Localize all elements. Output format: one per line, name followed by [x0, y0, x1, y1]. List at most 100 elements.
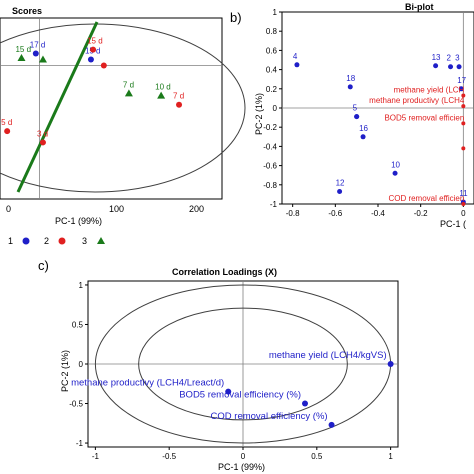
panel-a-point-s2-3	[39, 139, 46, 146]
panel-a-point-label-s3-2: 7 d	[123, 80, 134, 89]
panel-a-xtick-2: 200	[189, 204, 204, 214]
panel-c-xlabel: PC-1 (99%)	[218, 462, 265, 472]
panel-a-xtick-0: 0	[6, 204, 11, 214]
panel-c-ytick-label-0: 1	[79, 281, 84, 290]
panel-b-ytick-label-1: 0.8	[266, 27, 278, 36]
panel-c-loading-point-2	[302, 400, 308, 407]
panel-b-ytick-label-7: -0.4	[263, 142, 277, 151]
panel-b-ytick-label-5: 0	[273, 104, 278, 113]
legend-label-1: 1	[8, 236, 13, 246]
legend-marker-2	[58, 237, 66, 245]
panel-b-score-label-0: 4	[293, 52, 298, 61]
panel-c-xtick-label-3: 0.5	[311, 452, 323, 461]
panel-a-point-s2-1	[176, 101, 183, 108]
panel-c-ytick-label-1: 0.5	[72, 320, 84, 329]
panel-b-ticks: 1 0.8 0.6 0.4 0.2 0 -0.2 -0.4 -0.6 -0.8 -1 -0.8 -0.6…	[263, 8, 466, 218]
panel-c-xtick-label-2: 0	[241, 452, 246, 461]
panel-a-point-s3-0	[17, 53, 26, 61]
panel-b-score-label-9: 10	[391, 160, 400, 169]
panel-a-point-s2-4	[100, 62, 107, 69]
panel-b-xlabel: PC-1 (	[440, 219, 466, 229]
panel-c-plot-area: methane yield (LCH4/kgVS) methane product…	[71, 281, 398, 447]
panel-c-correlation-circle-1	[138, 307, 348, 421]
panel-b-score-point-9	[392, 170, 398, 176]
panel-a-legend: 1 2 3	[8, 236, 105, 246]
panel-c-loading-point-1	[225, 388, 232, 395]
legend-label-2: 2	[44, 236, 49, 246]
panel-a-point-label-s2-2: 5 d	[1, 118, 12, 127]
panel-a: Scores 17 d15 d15 d7 d5 d3 d15 d7 d 10 d …	[0, 6, 246, 246]
panel-b-xtick-label-0: -0.8	[286, 209, 300, 218]
panel-b-loading-label-2: BOD5 removal efficien	[384, 113, 464, 122]
panel-a-point-label-s2-3: 3 d	[37, 129, 48, 138]
panel-b-plot-area: 4 18 5 16 13 2 3 17 10 12 11 methane yield (LCHmeth…	[282, 12, 474, 206]
panel-c-loading-label-1: methane productivy (LCH4/Lreact/d)	[71, 378, 224, 389]
panel-b-loading-point-1	[461, 104, 466, 109]
panel-a-xlabel: PC-1 (99%)	[55, 216, 102, 226]
panel-b-score-label-11: 11	[459, 189, 468, 198]
panel-c-xtick-label-1: -0.5	[162, 452, 176, 461]
panel-a-point-s2-0	[90, 46, 97, 53]
panel-b-ytick-label-8: -0.6	[263, 162, 277, 171]
panel-b-score-label-4: 16	[359, 124, 368, 133]
panel-b-ytick-label-3: 0.4	[266, 66, 278, 75]
legend-label-3: 3	[82, 236, 87, 246]
panel-c-xtick-label-0: -1	[92, 452, 100, 461]
panel-a-plot-frame	[0, 17, 223, 200]
panel-b-xtick-label-1: -0.6	[328, 209, 342, 218]
panel-b-score-label-8: 17	[457, 76, 466, 85]
panel-c-loading-label-3: COD removal efficiency (%)	[211, 411, 328, 422]
panel-a-point-label-s1-0: 17 d	[30, 40, 46, 49]
panel-c-ytick-label-2: 0	[79, 360, 84, 369]
panel-b-score-label-6: 2	[447, 54, 452, 63]
panel-b-ytick-label-4: 0.2	[266, 85, 278, 94]
panel-c-loading-point-3	[328, 421, 335, 428]
panel-b-ytick-label-10: -1	[270, 200, 278, 209]
panel-b-xtick-label-3: -0.2	[414, 209, 428, 218]
panel-c-loading-label-0: methane yield (LCH4/kgVS)	[269, 350, 387, 361]
panel-b-ytick-label-6: -0.2	[263, 123, 277, 132]
panel-c-ytick-label-3: -0.5	[69, 400, 83, 409]
panel-a-point-s1-0	[32, 50, 39, 57]
panel-a-point-s2-2	[4, 128, 11, 135]
panel-b-loading-point-2	[461, 121, 466, 126]
panel-b-ytick-label-9: -0.8	[263, 181, 277, 190]
panel-b-xtick-label-2: -0.4	[371, 209, 385, 218]
panel-a-point-label-s2-0: 15 d	[87, 37, 103, 46]
panel-c-tag: c)	[38, 258, 49, 273]
panel-b-score-label-3: 5	[353, 104, 358, 113]
panel-b-score-label-10: 12	[336, 179, 345, 188]
panel-c-title: Correlation Loadings (X)	[172, 267, 277, 277]
panel-c-loading-label-2: BOD5 removal efficiency (%)	[179, 390, 301, 401]
panel-b-loading-point-0	[461, 93, 466, 98]
panel-b-score-point-4	[360, 134, 366, 140]
panel-c-ylabel: PC-2 (1%)	[60, 350, 70, 392]
panel-a-point-label-s3-0: 15 d	[15, 45, 31, 54]
panel-b-ylabel: PC-2 (1%)	[254, 93, 264, 135]
panel-c-ytick-label-4: -1	[76, 439, 84, 448]
panel-c-loading-point-0	[387, 361, 394, 367]
panel-a-point-s3-2	[124, 89, 133, 97]
panel-a-plot-area: 17 d15 d15 d7 d5 d3 d15 d7 d 10 d	[0, 18, 246, 199]
panel-b-loading-label-0: methane yield (LCH	[394, 86, 465, 95]
panel-b-score-point-10	[337, 189, 343, 195]
panel-b-loading-point-4	[461, 202, 466, 206]
panel-b-score-point-8	[458, 86, 464, 92]
panel-b-score-point-0	[294, 62, 300, 68]
panel-c-ticks: 1 0.5 0 -0.5 -1 -1 -0.5 0 0.5 1	[69, 281, 393, 461]
panel-b-title: Bi-plot	[405, 2, 434, 12]
panel-b-loading-label-4: COD removal efficien	[388, 194, 464, 203]
panel-b-xtick-label-4: 0	[461, 209, 466, 218]
panel-b-score-label-1: 18	[346, 74, 355, 83]
panel-b-ytick-label-0: 1	[273, 8, 278, 17]
panel-b-loading-point-3	[461, 146, 466, 151]
panel-a-point-s3-1	[38, 55, 47, 63]
legend-marker-1	[22, 237, 30, 245]
panel-a-point-label-s3-3: 10 d	[155, 83, 171, 92]
panel-b-score-point-1	[347, 84, 353, 90]
panel-b-loading-label-1: methane productivy (LCH4	[369, 96, 465, 105]
panel-b-ytick-label-2: 0.6	[266, 46, 278, 55]
panel-b: b) Bi-plot PC-2 (1%) PC-1 ( 1 0.8 0.6 0.4 0.…	[230, 2, 474, 229]
panel-b-score-point-6	[448, 64, 454, 70]
